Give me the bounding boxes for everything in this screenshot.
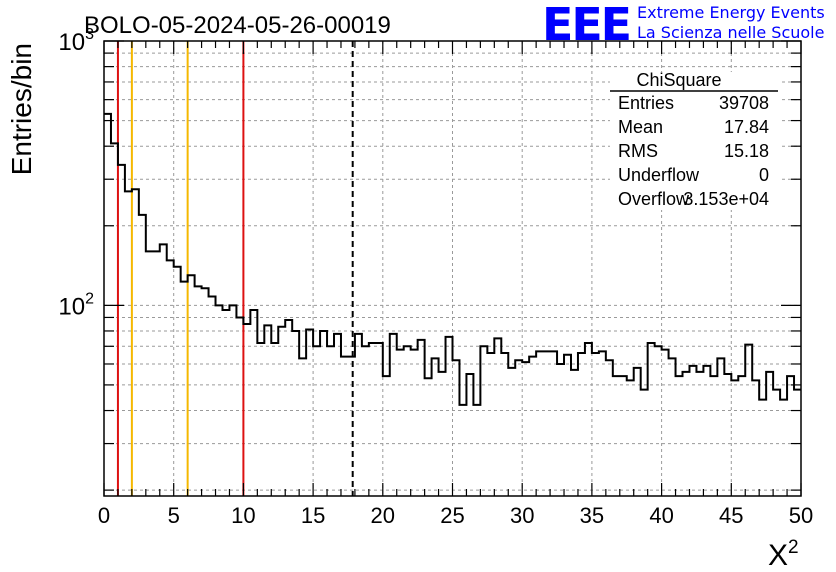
stats-box-rows: Entries 39708 Mean 17.84 RMS 15.18 Underflow 0 O… bbox=[618, 93, 769, 209]
stats-box-background bbox=[610, 72, 780, 210]
y-tick-label-base: 10 bbox=[58, 29, 85, 56]
x-tick-label: 15 bbox=[301, 503, 325, 528]
stats-row-label: Entries bbox=[618, 93, 674, 113]
x-tick-label: 40 bbox=[649, 503, 673, 528]
y-tick-label-exponent: 3 bbox=[85, 26, 94, 43]
stats-box: ChiSquare Entries 39708 Mean 17.84 RMS 15.18 U… bbox=[610, 70, 780, 210]
x-tick-label: 10 bbox=[231, 503, 255, 528]
chart-title: BOLO-05-2024-05-26-00019 bbox=[84, 12, 391, 39]
stats-row-label: Overflow bbox=[618, 189, 690, 209]
x-tick-label: 50 bbox=[789, 503, 813, 528]
stats-row-value: 0 bbox=[759, 165, 769, 185]
stats-row-value: 39708 bbox=[719, 93, 769, 113]
x-tick-label: 35 bbox=[580, 503, 604, 528]
y-tick-label-exponent: 2 bbox=[85, 290, 94, 307]
y-axis-label: Entries/bin bbox=[6, 43, 37, 175]
x-tick-label: 45 bbox=[719, 503, 743, 528]
x-tick-label: 30 bbox=[510, 503, 534, 528]
eee-logo: EEE Extreme Energy Events La Scienza nel… bbox=[542, 0, 825, 51]
eee-logo-line1: Extreme Energy Events bbox=[637, 3, 825, 22]
x-tick-label: 25 bbox=[440, 503, 464, 528]
eee-logo-mark: EEE bbox=[542, 0, 630, 51]
eee-logo-line2: La Scienza nelle Scuole bbox=[637, 23, 824, 42]
x-tick-label: 5 bbox=[168, 503, 180, 528]
stats-row-label: RMS bbox=[618, 141, 658, 161]
x-axis-label: X2 bbox=[768, 537, 799, 572]
stats-box-title: ChiSquare bbox=[636, 70, 721, 90]
stats-row-label: Mean bbox=[618, 117, 663, 137]
y-tick-label-base: 10 bbox=[58, 293, 85, 320]
x-tick-label: 20 bbox=[371, 503, 395, 528]
histogram-outline bbox=[104, 112, 801, 406]
stats-row-value: 15.18 bbox=[724, 141, 769, 161]
stats-row-label: Underflow bbox=[618, 165, 700, 185]
axis-ticks bbox=[103, 40, 802, 496]
y-tick-label: 103 bbox=[58, 26, 94, 56]
stats-row-value: 17.84 bbox=[724, 117, 769, 137]
x-tick-label: 0 bbox=[98, 503, 110, 528]
y-tick-label: 102 bbox=[58, 290, 94, 320]
grid-lines bbox=[104, 41, 801, 496]
x-axis-label-superscript: 2 bbox=[788, 537, 799, 558]
reference-lines bbox=[116, 41, 354, 496]
x-axis-label-base: X bbox=[768, 539, 788, 572]
stats-row-value: 3.153e+04 bbox=[683, 189, 769, 209]
x-tick-labels: 0 5 10 15 20 25 30 35 40 45 50 bbox=[98, 503, 813, 528]
